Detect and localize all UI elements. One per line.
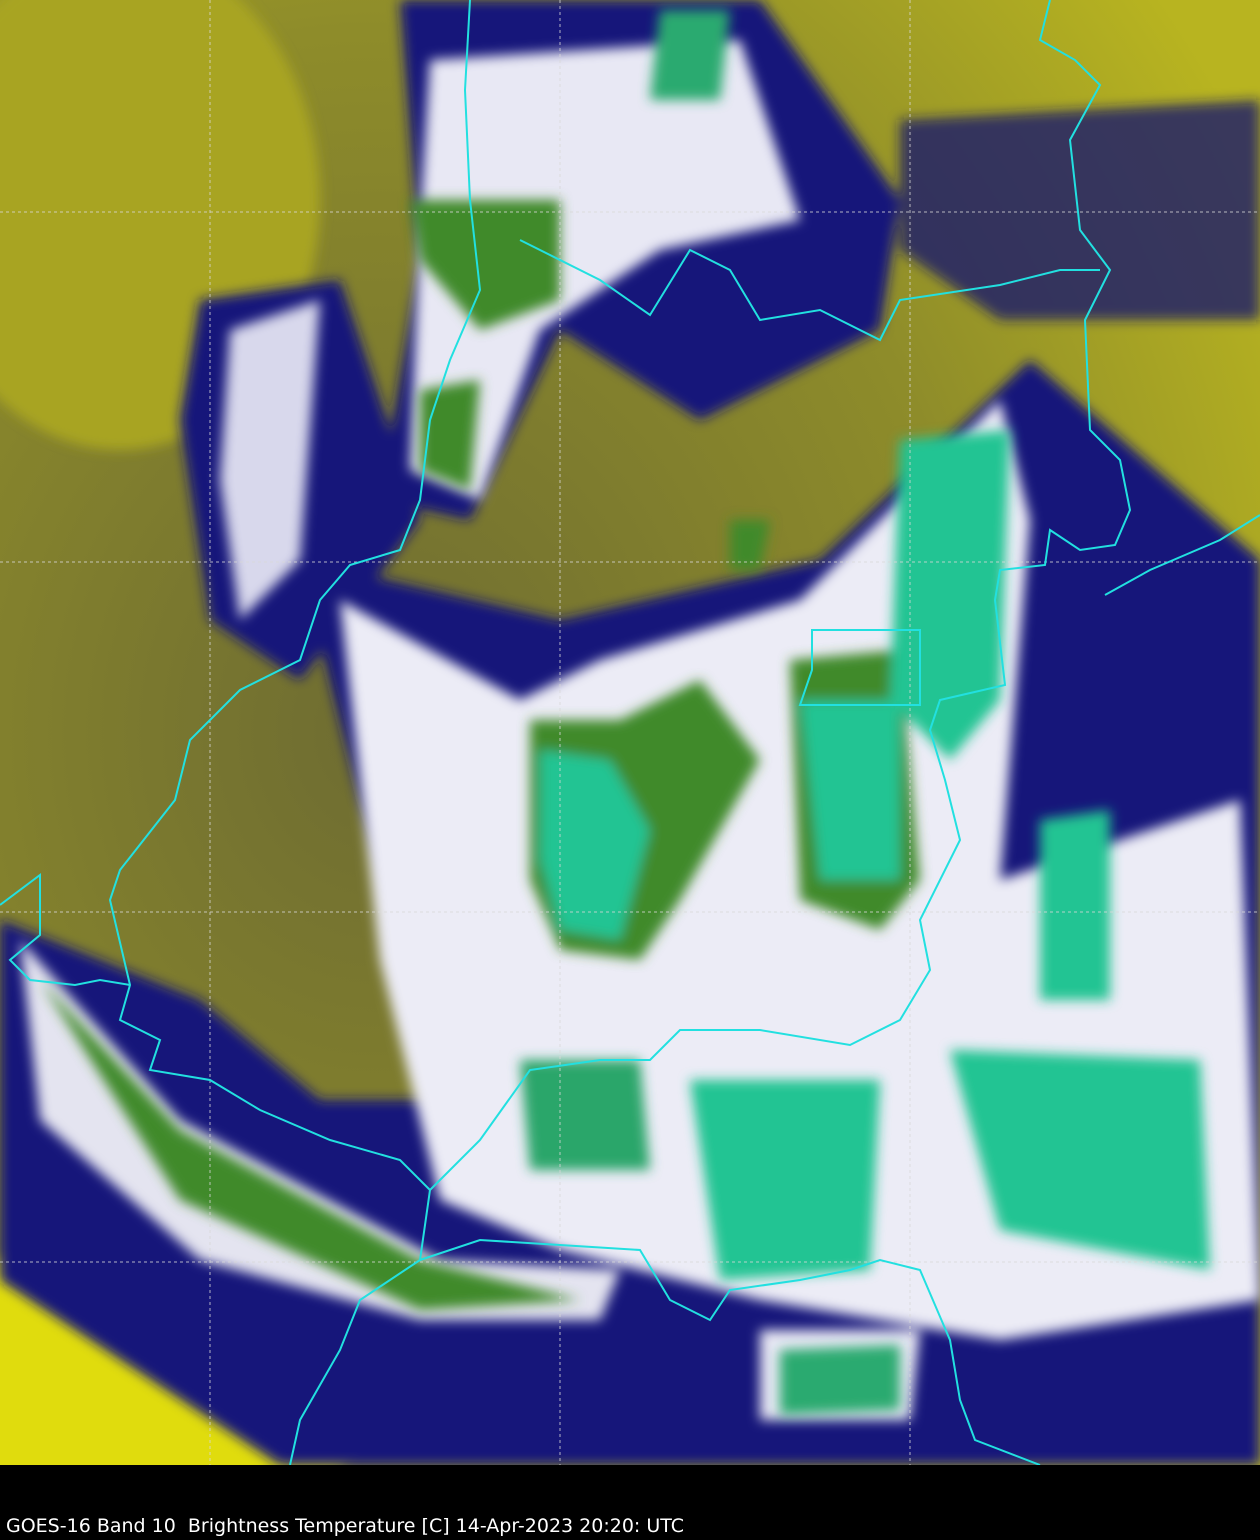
border-line — [108, 0, 482, 1465]
border-line — [1104, 514, 1260, 596]
province-border — [798, 629, 921, 706]
graticule — [0, 0, 1260, 1465]
image-caption: GOES-16 Band 10 Brightness Temperature [… — [6, 1515, 685, 1537]
border-line — [0, 873, 131, 987]
country-borders — [0, 0, 1260, 1465]
border-line — [429, 0, 1132, 1191]
satellite-image — [0, 0, 1260, 1465]
cloud-band-northeast — [900, 100, 1260, 320]
border-line — [419, 1238, 1041, 1465]
border-line — [519, 239, 1100, 342]
